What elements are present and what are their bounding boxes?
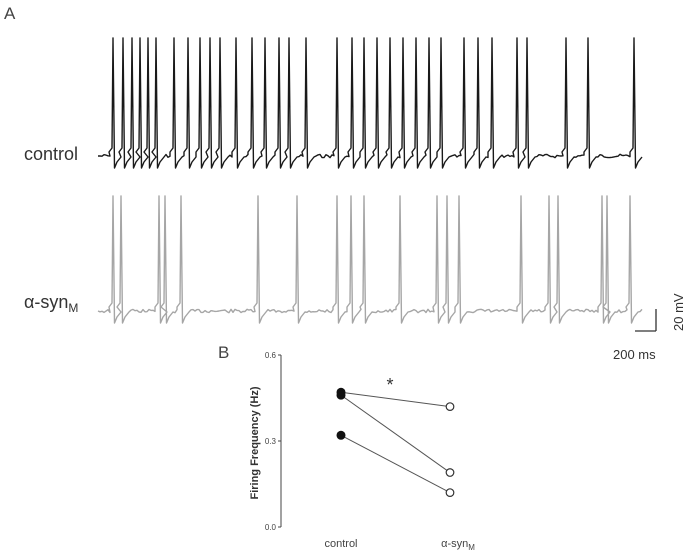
panel-b-label: B — [218, 343, 230, 362]
scale-time-label: 200 ms — [613, 347, 656, 362]
y-tick-label: 0.0 — [265, 523, 277, 532]
control-point — [336, 390, 346, 400]
x-category-control: control — [324, 538, 357, 550]
x-category-asyn: α-synM — [441, 538, 475, 552]
x-category-asyn-sub: M — [468, 543, 475, 552]
pair-line — [340, 394, 451, 473]
pair-line — [340, 391, 451, 408]
asyn-point — [445, 468, 455, 477]
asyn-trace — [97, 195, 643, 324]
control-trace — [98, 37, 643, 169]
asyn-point — [445, 488, 455, 498]
significance-marker: * — [386, 375, 393, 395]
asyn-label-sub: M — [68, 301, 79, 315]
control-trace-label: control — [24, 144, 79, 164]
y-ticks: 0.0 0.3 0.6 — [265, 351, 281, 532]
scale-bar: 20 mV 200 ms — [613, 293, 685, 362]
asyn-trace-label: α-synM — [24, 292, 78, 315]
x-category-asyn-main: α-syn — [441, 538, 468, 550]
y-tick-label: 0.6 — [265, 351, 277, 360]
asyn-point — [445, 402, 455, 412]
paired-points — [336, 387, 455, 498]
firing-frequency-chart: 0.0 0.3 0.6 Firing Frequency (Hz) * contro… — [249, 351, 475, 552]
panel-a-label: A — [4, 4, 16, 23]
y-tick-label: 0.3 — [265, 437, 277, 446]
scale-voltage-label: 20 mV — [671, 293, 685, 331]
y-axis-title: Firing Frequency (Hz) — [249, 386, 261, 499]
asyn-label-main: α-syn — [24, 292, 69, 312]
control-point — [336, 430, 346, 440]
pair-line — [340, 434, 451, 494]
